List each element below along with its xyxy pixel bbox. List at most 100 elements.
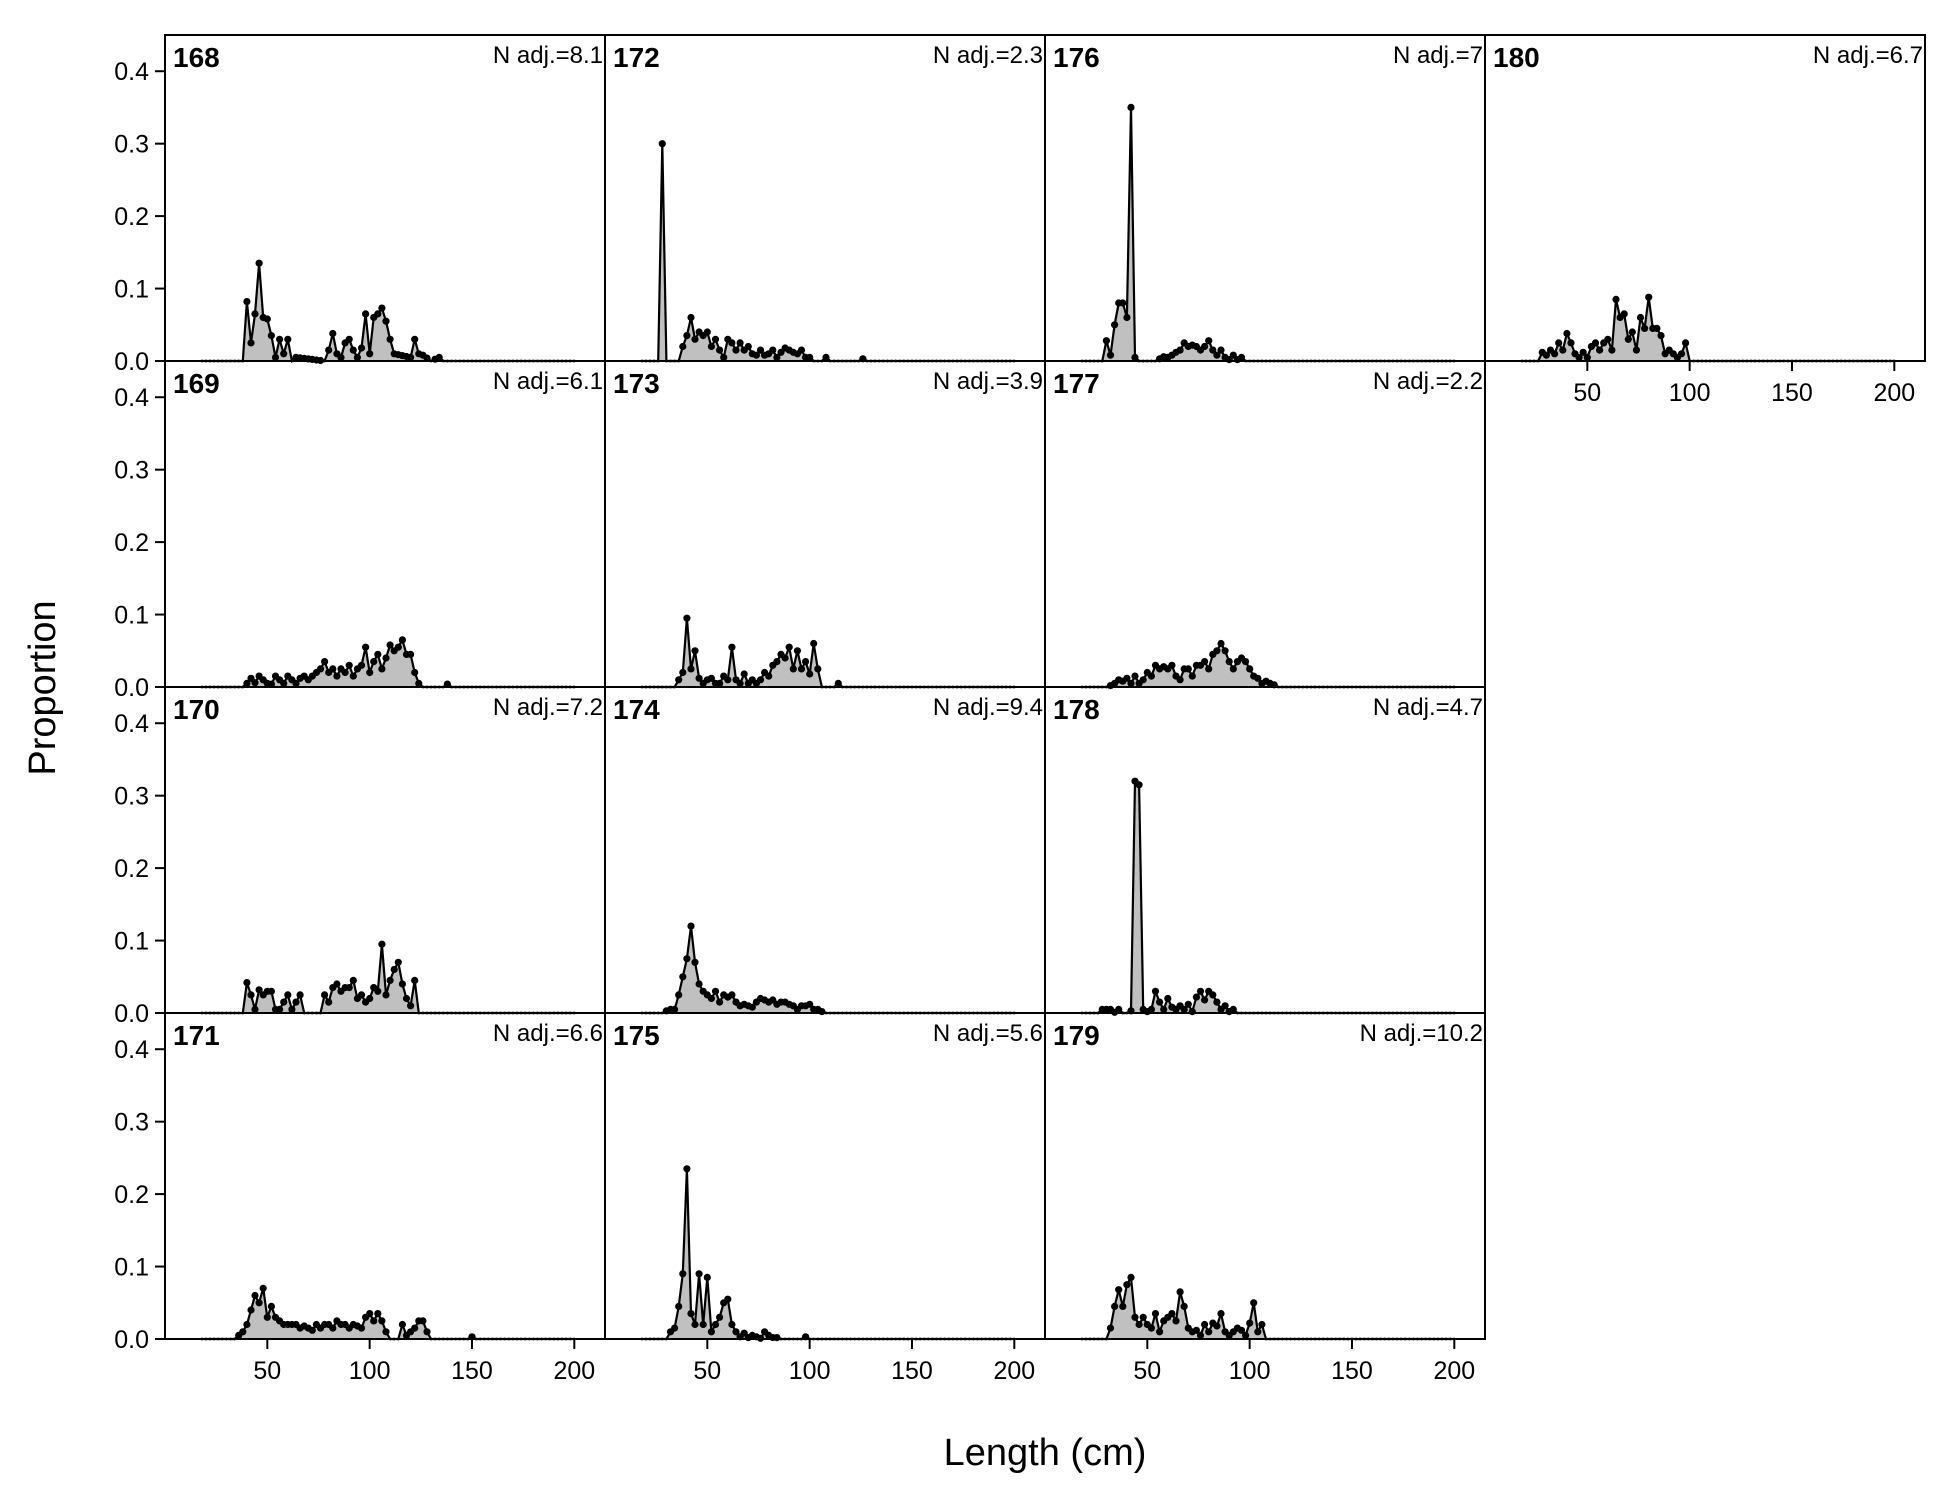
panel-169-point [349,672,357,680]
panel-168-point [349,346,357,354]
panel-173-point [797,665,806,673]
panel-174-point [707,994,716,1003]
panel-168-point [329,329,337,338]
panel-179-point [1131,1313,1139,1321]
panel-169-point [374,650,382,659]
panel-172-point [773,353,781,361]
panel-170-point [296,991,304,999]
panel-174-point [683,955,691,963]
panel-170-point [357,991,366,999]
y-tick-label: 0.4 [114,384,149,412]
panel-176-n-label: N adj.=7 [1393,42,1483,69]
panel-177-point [1221,647,1229,655]
panel-178-point [1188,1008,1196,1016]
panel-175-point [679,1270,687,1278]
panel-173-point [691,647,699,655]
panel-179-point [1127,1273,1135,1281]
panel-171-point [423,1328,431,1336]
panel-172-point [728,339,736,347]
panel-169-point [382,654,390,662]
panel-177-point [1188,672,1196,680]
panel-171-label: 171 [173,1020,220,1051]
panel-178-point [1213,998,1221,1006]
panel-172-n-label: N adj.=2.3 [933,42,1043,69]
panel-174-point [675,991,683,999]
panel-179-point [1258,1320,1266,1329]
panel-171-point [357,1324,366,1332]
panel-173-point [789,665,797,673]
panel-176-label: 176 [1053,42,1100,73]
panel-168-label: 168 [173,42,220,73]
panel-168-point [243,298,251,306]
x-tick-label: 50 [693,1357,721,1385]
panel-171-point [255,1299,263,1307]
panel-172-point [756,346,765,354]
panel-180-point [1542,351,1550,359]
panel-176-point [1209,346,1217,354]
panel-176-point [1205,337,1213,345]
panel-171-point [243,1320,251,1329]
panel-168-point [407,353,415,361]
panel-173-point [806,670,814,678]
panel-178-n-label: N adj.=4.7 [1373,694,1483,721]
panel-174-point [687,922,695,930]
panel-175-point [703,1273,711,1281]
panel-178-point [1184,1000,1192,1008]
panel-179-point [1205,1328,1213,1336]
panel-171-point [239,1328,247,1336]
panel-171-point [259,1284,267,1292]
panel-177-point [1246,665,1254,673]
panel-173-point [765,672,773,680]
panel-170-point [333,980,341,988]
panel-180-point [1653,324,1661,332]
panel-179-point [1176,1288,1184,1296]
panel-171-point [329,1324,337,1332]
panel-170-point [325,998,333,1006]
panel-180-point [1612,295,1620,303]
x-tick-label: 50 [1133,1357,1161,1385]
panel-179-point [1115,1286,1123,1294]
panel-173-point [736,679,744,688]
panel-174-point [716,998,724,1006]
x-axis-title: Length (cm) [944,1432,1147,1474]
panel-177-label: 177 [1053,368,1100,399]
panel-175-point [687,1310,695,1318]
x-tick-label: 100 [1669,379,1711,407]
panel-177-point [1123,674,1131,682]
panel-170-point [321,991,329,999]
panel-176-point [1201,342,1209,351]
panel-170-point [411,976,419,985]
panel-180-point [1608,346,1616,354]
panel-173: 173 N adj.=3.9 [604,360,1046,689]
panel-178-point [1135,781,1143,789]
panel-179-point [1111,1302,1119,1310]
x-tick-label: 150 [1331,1357,1373,1385]
panel-169-point [251,679,259,687]
panel-179-point [1119,1302,1127,1310]
panel-173-label: 173 [613,368,660,399]
panel-180-n-label: N adj.=6.7 [1813,42,1923,69]
panel-169-label: 169 [173,368,220,399]
panel-177-point [1217,639,1225,648]
x-tick-label: 200 [1433,1357,1475,1385]
panel-180-point [1636,313,1645,322]
panel-179-point [1192,1326,1200,1334]
y-tick-label: 0.2 [114,529,149,557]
panel-169-point [341,668,349,677]
panel-177-point [1147,672,1155,680]
panel-173-point [793,647,802,655]
panel-176-point [1131,353,1139,361]
panel-170-point [398,980,406,988]
panel-169-point [386,641,394,649]
panel-173-point [675,676,683,684]
panel-173-point [802,658,810,666]
x-tick-label: 100 [789,1357,831,1385]
panel-171-point [411,1324,419,1332]
panel-169-point [243,679,251,688]
panel-174-point [748,1003,756,1011]
panel-176-point [1213,351,1221,359]
panel-172-point [720,353,728,361]
panel-170-point [284,991,292,999]
y-tick-label: 0.1 [114,602,149,630]
panel-179-point [1135,1320,1143,1329]
